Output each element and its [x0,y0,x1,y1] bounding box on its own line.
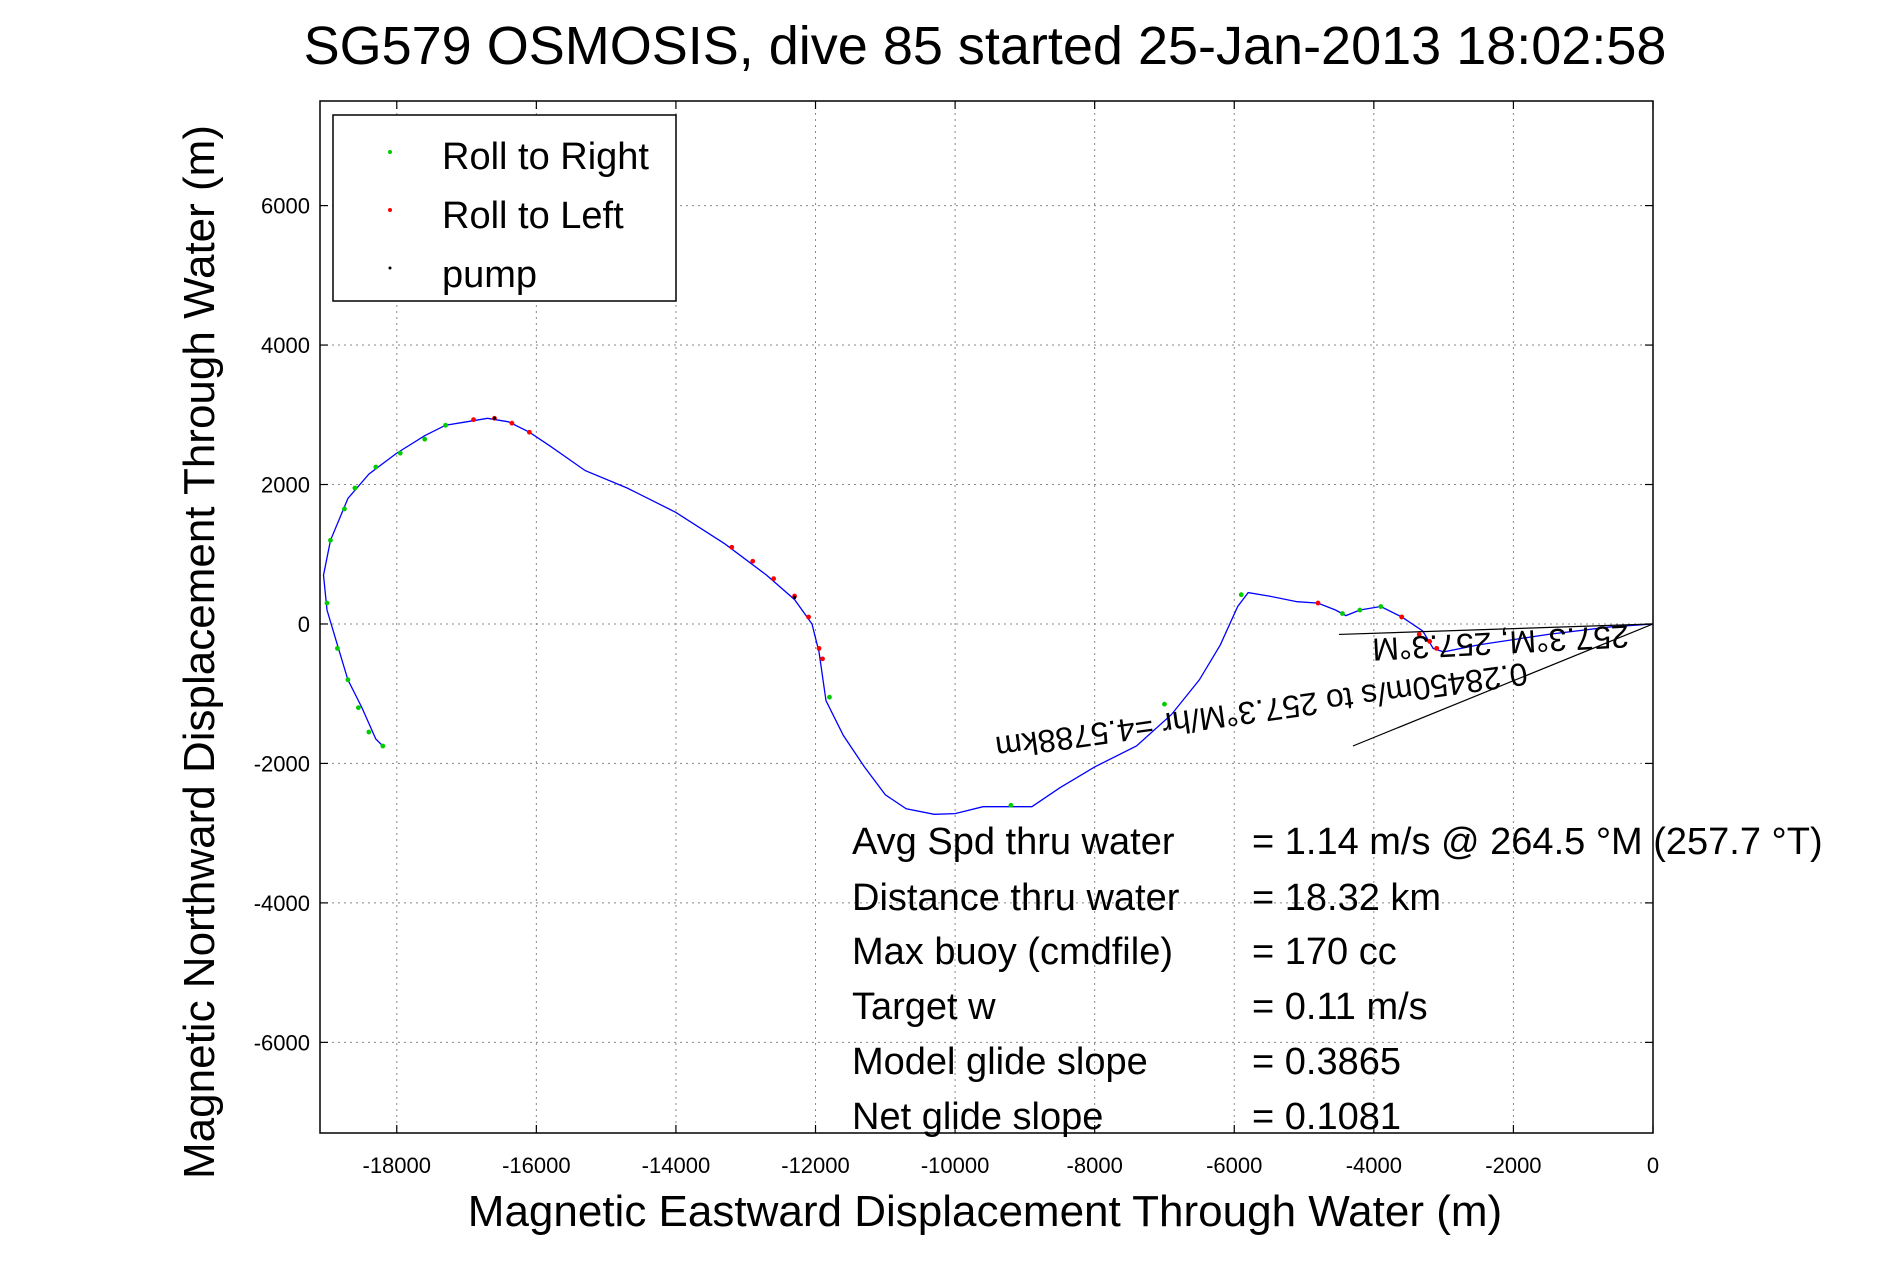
legend-marker-roll-right [388,150,392,154]
x-tick-label: -4000 [1346,1153,1402,1178]
legend-box [332,114,677,302]
roll-right-point [397,450,403,456]
track-line [322,417,1654,815]
roll-right-point [355,705,361,711]
current-vector-line [1338,623,1654,636]
legend-marker-roll-left [388,208,392,212]
roll-left-point [1416,632,1422,637]
roll-left-point [1434,645,1440,651]
x-tick-label: -10000 [921,1153,990,1178]
roll-right-point [324,600,330,606]
axis-ticks: -18000 -16000 -14000 -12000 -10000 -8000 -6000… [254,101,1659,1178]
roll-left-point [471,417,476,423]
grid-lines [320,101,1654,1133]
y-tick-label: -2000 [254,751,310,776]
legend: Roll to Right Roll to Left pump [332,114,677,302]
roll-right-point [1378,604,1384,609]
stat-value: = 18.32 km [1252,877,1441,919]
roll-right-point [827,694,832,700]
roll-left-point [1399,614,1405,620]
roll-left-point [1315,600,1321,606]
stat-value: = 1.14 m/s @ 264.5 °M (257.7 °T) [1252,821,1823,863]
roll-right-point [443,422,449,428]
stat-label: Max buoy (cmdfile) [852,931,1173,973]
y-axis-title: Magnetic Northward Displacement Through … [175,125,224,1179]
plot-area [322,415,1654,815]
stat-value: = 0.3865 [1252,1041,1401,1083]
x-tick-label: -2000 [1485,1153,1541,1178]
roll-right-point [1008,802,1014,808]
stat-value: = 0.11 m/s [1252,986,1428,1028]
y-tick-label: -4000 [254,891,310,916]
x-tick-label: -16000 [502,1153,571,1178]
x-tick-label: -12000 [781,1153,850,1178]
roll-left-point [750,558,756,564]
roll-left-point [820,656,825,662]
current-vector-line [1352,623,1654,747]
legend-marker-pump [388,266,392,270]
roll-right-point [1238,592,1244,598]
roll-right-point [342,506,347,512]
stat-label: Distance thru water [852,877,1180,919]
roll-right-point [366,729,372,735]
roll-right-point [380,743,386,749]
stat-value: = 170 cc [1252,931,1397,973]
legend-label-roll-right: Roll to Right [442,136,649,178]
roll-right-point [1162,701,1167,707]
y-tick-label: 4000 [261,333,310,358]
roll-right-point [422,436,428,442]
legend-label-roll-left: Roll to Left [442,195,624,237]
pump-point [492,416,497,420]
x-tick-label: 0 [1647,1153,1659,1178]
legend-label-pump: pump [442,254,537,296]
roll-left-point [1427,639,1433,644]
y-tick-label: 0 [298,612,310,637]
roll-right-point [345,677,351,683]
stat-label: Model glide slope [852,1041,1148,1083]
roll-right-point [328,537,333,543]
chart-title: SG579 OSMOSIS, dive 85 started 25-Jan-20… [304,16,1667,76]
stat-label: Net glide slope [852,1096,1103,1138]
y-tick-label: 2000 [261,473,310,498]
y-tick-label: -6000 [254,1030,310,1055]
roll-left-point [771,576,777,582]
x-tick-label: -8000 [1067,1153,1123,1178]
x-tick-label: -6000 [1206,1153,1262,1178]
dive-statistics: Avg Spd thru water = 1.14 m/s @ 264.5 °M… [852,821,1823,1138]
roll-right-point [373,464,379,470]
stat-label: Avg Spd thru water [852,821,1175,863]
roll-left-point [816,645,822,651]
pump-point [792,595,797,600]
roll-right-point [335,645,340,651]
roll-right-point [1357,607,1363,613]
y-tick-label: 6000 [261,194,310,219]
roll-left-point [729,544,735,550]
x-tick-label: -18000 [363,1153,432,1178]
roll-left-point [526,429,532,435]
roll-right-point [352,485,358,491]
roll-left-point [509,420,515,426]
x-axis-title: Magnetic Eastward Displacement Through W… [468,1187,1502,1236]
stat-value: = 0.1081 [1252,1096,1401,1138]
x-tick-label: -14000 [642,1153,711,1178]
axes-frame [319,100,1654,1134]
roll-left-point [806,614,811,620]
stat-label: Target w [852,986,996,1028]
roll-right-point [1340,611,1345,616]
